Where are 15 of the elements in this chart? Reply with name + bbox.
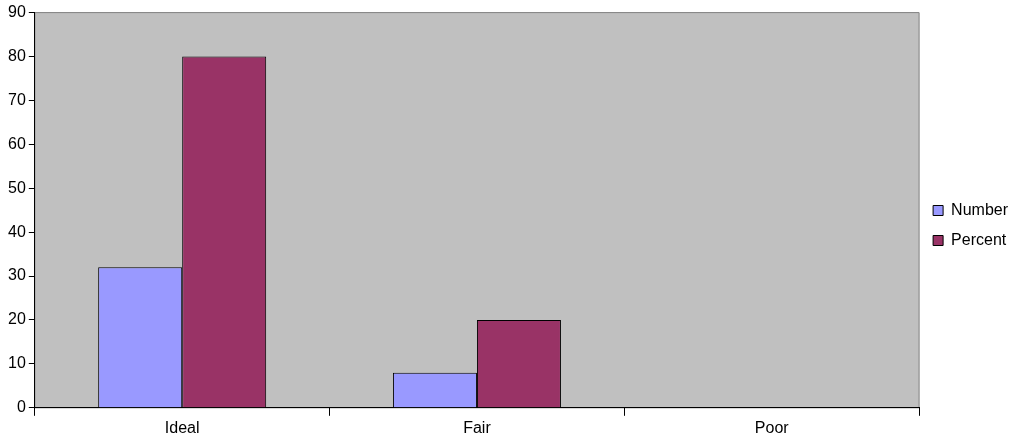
legend-label: Number xyxy=(951,200,1009,218)
y-tick-label: 40 xyxy=(8,222,26,240)
y-tick-label: 70 xyxy=(8,90,26,108)
y-tick-label: 90 xyxy=(8,3,26,21)
y-tick-label: 60 xyxy=(8,134,26,152)
x-tick-label: Poor xyxy=(754,418,790,436)
y-tick-label: 50 xyxy=(8,178,26,196)
y-tick-label: 20 xyxy=(8,310,26,328)
y-tick-label: 80 xyxy=(8,46,26,64)
x-tick-label: Ideal xyxy=(164,418,200,436)
y-tick-label: 30 xyxy=(8,266,26,284)
x-tick-label: Fair xyxy=(463,418,492,436)
y-tick-label: 0 xyxy=(16,398,26,416)
y-tick-label: 10 xyxy=(8,354,26,372)
legend-label: Percent xyxy=(951,230,1007,248)
